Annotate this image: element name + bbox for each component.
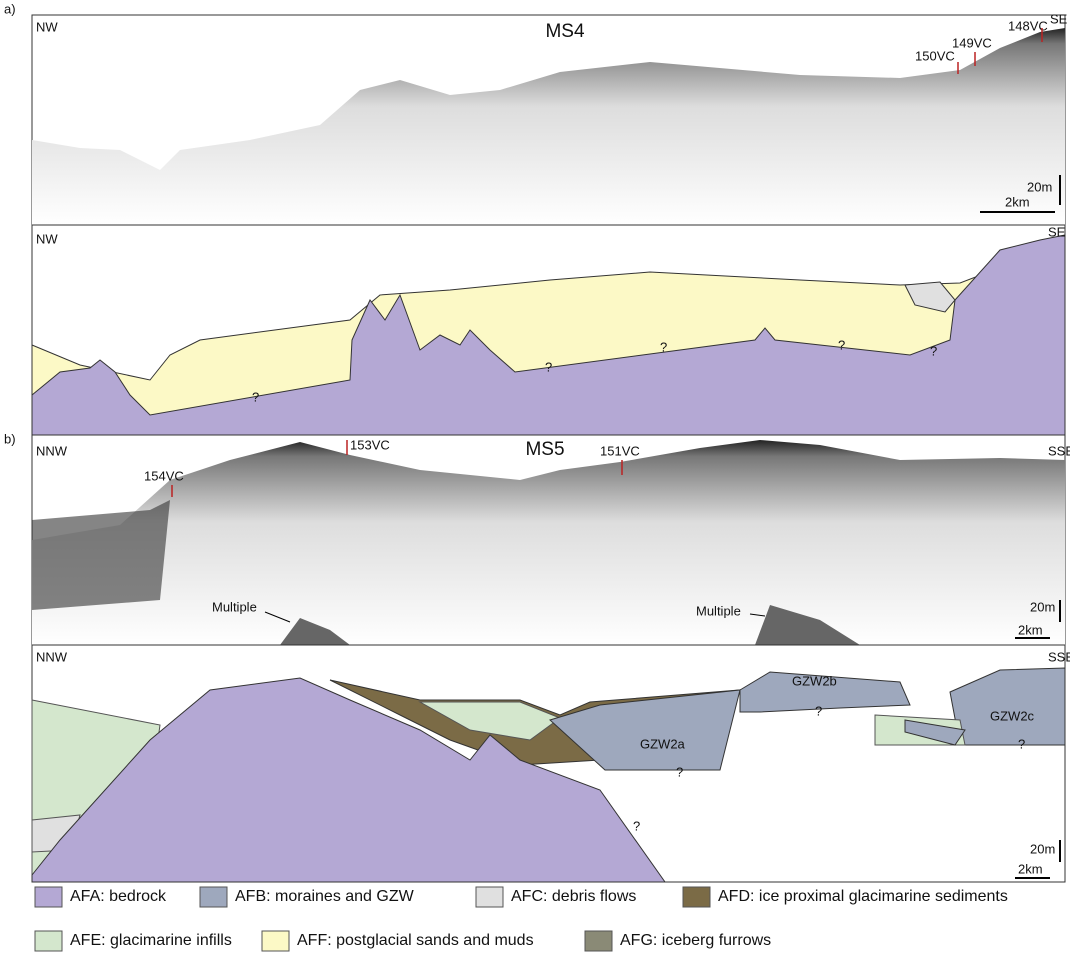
legend-swatch — [476, 887, 503, 907]
unknown: ? — [660, 339, 667, 354]
scale-label: 2km — [1018, 622, 1043, 637]
legend-swatch — [200, 887, 227, 907]
core-label: 153VC — [350, 437, 390, 452]
direction: NW — [36, 231, 58, 246]
legend-label: AFF: postglacial sands and muds — [297, 932, 534, 949]
unknown: ? — [545, 359, 552, 374]
scale-label: 2km — [1005, 194, 1030, 209]
profile-title: MS5 — [525, 439, 564, 460]
core-label: 149VC — [952, 35, 992, 50]
panel-label: b) — [4, 431, 16, 446]
unknown: ? — [815, 703, 822, 718]
core-label: 154VC — [144, 468, 184, 483]
legend-swatch — [262, 931, 289, 951]
scale-label: 2km — [1018, 861, 1043, 876]
direction: SE — [1048, 224, 1066, 239]
figure: a) b) NW MS4 SE 148VC 149VC 150VC 20m 2k… — [0, 0, 1070, 956]
panel-label: a) — [4, 1, 16, 16]
legend-swatch — [35, 931, 62, 951]
legend-label: AFB: moraines and GZW — [235, 888, 415, 905]
legend-swatch — [683, 887, 710, 907]
unknown: ? — [633, 818, 640, 833]
scale-label: 20m — [1027, 179, 1052, 194]
multiple-label: Multiple — [212, 599, 257, 614]
profile-title: MS4 — [545, 21, 585, 42]
legend-label: AFD: ice proximal glacimarine sediments — [718, 888, 1008, 905]
direction: SSE — [1048, 649, 1070, 664]
direction: NNW — [36, 649, 68, 664]
page: a) b) NW MS4 SE 148VC 149VC 150VC 20m 2k… — [0, 0, 1070, 956]
scale-label: 20m — [1030, 599, 1055, 614]
unknown: ? — [252, 389, 259, 404]
core-label: 151VC — [600, 443, 640, 458]
direction: SE — [1050, 11, 1068, 26]
unknown: ? — [1018, 736, 1025, 751]
unknown: ? — [838, 337, 845, 352]
unit-label: GZW2b — [792, 673, 837, 688]
multiple-label: Multiple — [696, 603, 741, 618]
unknown: ? — [930, 343, 937, 358]
unknown: ? — [676, 764, 683, 779]
direction: SSE — [1048, 443, 1070, 458]
direction: NW — [36, 19, 58, 34]
scale-label: 20m — [1030, 841, 1055, 856]
direction: NNW — [36, 443, 68, 458]
core-label: 150VC — [915, 48, 955, 63]
legend-swatch — [35, 887, 62, 907]
legend-label: AFC: debris flows — [511, 888, 636, 905]
legend-swatch — [585, 931, 612, 951]
legend-label: AFG: iceberg furrows — [620, 932, 771, 949]
unit-label: GZW2c — [990, 708, 1035, 723]
unit-label: GZW2a — [640, 736, 686, 751]
legend: AFA: bedrock AFB: moraines and GZW AFC: de… — [35, 887, 1008, 951]
legend-label: AFE: glacimarine infills — [70, 932, 232, 949]
legend-label: AFA: bedrock — [70, 888, 167, 905]
